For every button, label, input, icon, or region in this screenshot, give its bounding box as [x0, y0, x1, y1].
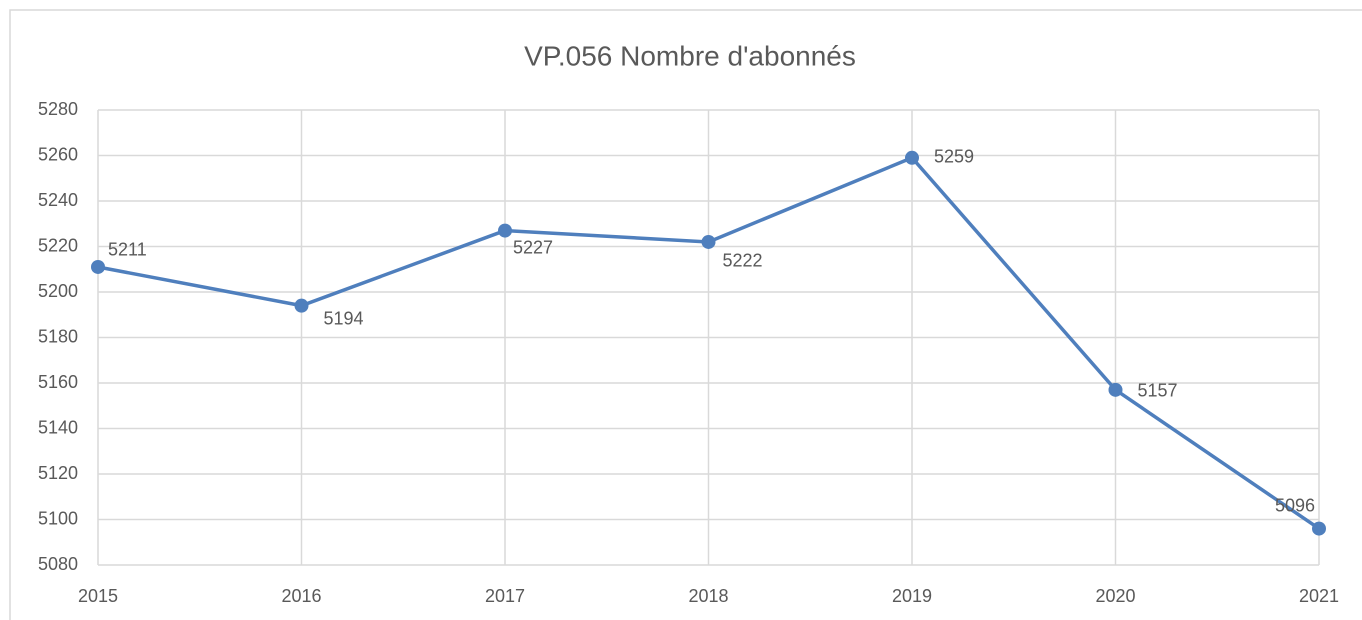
- y-tick-label: 5260: [38, 144, 78, 164]
- data-label: 5259: [934, 147, 974, 167]
- y-tick-label: 5240: [38, 190, 78, 210]
- x-tick-label: 2017: [485, 586, 525, 606]
- marker: [498, 223, 512, 238]
- data-label: 5096: [1275, 495, 1315, 515]
- y-tick-label: 5080: [38, 554, 78, 574]
- y-tick-label: 5200: [38, 281, 78, 301]
- data-label: 5211: [108, 240, 147, 260]
- marker: [1108, 382, 1123, 397]
- y-tick-label: 5280: [38, 99, 78, 119]
- y-tick-label: 5180: [38, 326, 78, 346]
- y-tick-label: 5100: [38, 508, 78, 528]
- x-tick-label: 2018: [688, 586, 728, 606]
- chart-title: VP.056 Nombre d'abonnés: [524, 40, 856, 71]
- x-tick-label: 2016: [281, 586, 321, 606]
- marker: [91, 259, 105, 274]
- marker: [294, 298, 309, 313]
- data-label: 5222: [723, 251, 763, 271]
- data-label: 5227: [513, 237, 553, 257]
- x-tick-label: 2015: [78, 586, 118, 606]
- y-tick-label: 5160: [38, 372, 78, 392]
- y-tick-label: 5140: [38, 417, 78, 437]
- chart-frame: [9, 9, 1362, 620]
- marker: [701, 234, 716, 249]
- x-tick-label: 2019: [892, 586, 932, 606]
- y-tick-label: 5220: [38, 235, 78, 255]
- marker: [1312, 521, 1326, 536]
- x-tick-label: 2021: [1299, 586, 1339, 606]
- data-label: 5157: [1138, 381, 1178, 401]
- x-tick-label: 2020: [1095, 586, 1135, 606]
- y-tick-label: 5120: [38, 463, 78, 483]
- data-label: 5194: [324, 308, 364, 328]
- marker: [905, 150, 919, 165]
